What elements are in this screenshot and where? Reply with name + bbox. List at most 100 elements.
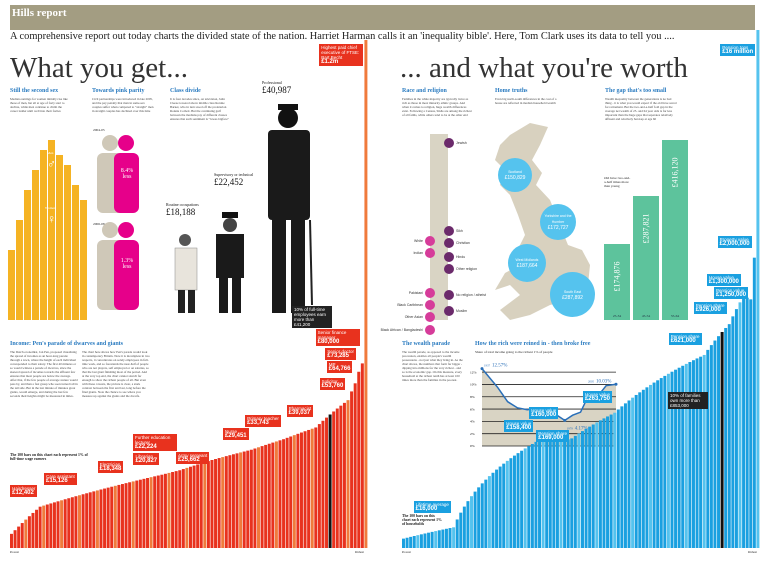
wealth-parade-body: The wealth parade, as opposed to the inc… bbox=[402, 350, 463, 382]
right-title: ... and what you're worth bbox=[400, 52, 688, 84]
parade-annotation: Army sergeant £25,662 bbox=[176, 451, 210, 464]
parade-bar bbox=[649, 384, 652, 548]
parade-annotation: Solicitor £53,760 bbox=[319, 378, 346, 391]
parade-bar bbox=[613, 412, 617, 548]
parade-bar bbox=[85, 493, 89, 548]
parade-bar bbox=[598, 420, 602, 548]
parade-bar bbox=[452, 527, 456, 548]
parade-bar bbox=[149, 477, 153, 548]
generation-bar-age: 25-34 bbox=[612, 314, 622, 318]
data-point bbox=[563, 418, 567, 422]
parade-annotation: Pension tops £16 million bbox=[720, 44, 756, 56]
parade-bar bbox=[196, 464, 200, 548]
men-pay-bar bbox=[24, 190, 31, 320]
parade-bar bbox=[199, 463, 203, 548]
data-label: 12.57% bbox=[492, 364, 507, 369]
parade-bar bbox=[634, 394, 638, 548]
generation-bar: £174,876 25-34 bbox=[604, 244, 630, 320]
parade-annotation: Hairdresser £12,402 bbox=[10, 484, 38, 497]
parade-annotation: Care assistant £15,126 bbox=[44, 473, 77, 486]
parade-bar bbox=[124, 483, 128, 548]
parade-bar bbox=[541, 441, 545, 548]
parade-bar bbox=[702, 354, 706, 548]
parade-bar bbox=[419, 534, 423, 548]
parade-bar bbox=[103, 488, 107, 548]
annotation-label: Property value bbox=[719, 236, 749, 242]
parade-bar bbox=[217, 458, 221, 548]
parade-bar bbox=[131, 481, 135, 548]
annotation-label: House value bbox=[708, 275, 734, 280]
parade-heading: Income: Pen's parade of dwarves and gian… bbox=[10, 341, 124, 347]
parade-bar bbox=[171, 472, 175, 548]
parade-bar bbox=[527, 446, 531, 548]
parade-bar bbox=[78, 495, 81, 548]
parade-bar bbox=[717, 336, 721, 548]
parade-bar bbox=[342, 402, 346, 548]
parade-bar bbox=[156, 475, 160, 548]
annotation-label: Pension share bbox=[670, 333, 700, 339]
men-pay-bar bbox=[32, 170, 39, 320]
parade-annotation: Pension share £621,000 bbox=[668, 332, 702, 345]
gender-pay-chart bbox=[8, 140, 87, 320]
annotation-value: £263,750 bbox=[584, 395, 610, 402]
annotation-value: £1.2m bbox=[321, 59, 339, 65]
parade-annotation: Senior doctor £73,285 bbox=[325, 347, 357, 360]
parade-bar bbox=[38, 506, 42, 548]
parade-bar bbox=[559, 441, 563, 548]
period-label: 2004-05 bbox=[93, 128, 105, 132]
data-point bbox=[480, 367, 484, 371]
parade-bar bbox=[523, 448, 527, 548]
axis-richest: Richest bbox=[748, 550, 757, 554]
annotation-label: Electrician bbox=[99, 462, 121, 468]
person-routine: Routine occupations £18,188 bbox=[166, 202, 199, 217]
parade-bar bbox=[581, 431, 584, 548]
parade-bar bbox=[357, 371, 361, 548]
axis-poorest: Poorest bbox=[10, 550, 19, 554]
parade-bar bbox=[360, 363, 364, 548]
religion-dot bbox=[444, 264, 454, 274]
parade-annotation: Highest paid chief executive of FTSE: Ba… bbox=[319, 44, 364, 66]
parade-bar bbox=[13, 530, 17, 548]
annotation-label: Pension share bbox=[695, 303, 725, 309]
region-yorkshire: Yorkshire and the Humber £172,727 bbox=[540, 204, 576, 240]
parade-bar bbox=[444, 528, 448, 548]
second-sex-heading: Still the second sex bbox=[10, 88, 59, 94]
parade-bar bbox=[192, 465, 196, 548]
parade-bar bbox=[695, 358, 699, 548]
parade-annotation: House value £263,750 bbox=[582, 390, 612, 403]
parade-annotation: House value £1,300,000 bbox=[706, 274, 741, 286]
parade-bar bbox=[645, 387, 649, 548]
generation-bar-chart: £174,876 25-34 £287,821 45-54 £416,120 55-64 bbox=[604, 140, 688, 320]
pink-parity-body: Civil partnerships were introduced in la… bbox=[92, 97, 154, 113]
parade-bar bbox=[534, 441, 538, 548]
parade-bar bbox=[563, 440, 567, 548]
parade-bar bbox=[505, 460, 509, 548]
parade-bar bbox=[228, 455, 232, 548]
parade-bar bbox=[734, 309, 738, 548]
y-tick-label: 10% bbox=[470, 383, 477, 387]
parade-annotation: House value £160,000 bbox=[529, 407, 559, 420]
parade-bar bbox=[307, 429, 311, 548]
parade-bar bbox=[670, 371, 674, 548]
religion-label: Hindu bbox=[456, 255, 466, 259]
parade-bar bbox=[142, 478, 146, 548]
race-scale bbox=[430, 134, 448, 320]
region-south-east: South East £287,892 bbox=[550, 272, 595, 317]
person-professional: Professional £40,987 bbox=[262, 80, 292, 95]
parade-bar bbox=[271, 442, 275, 548]
parade-note: The 100 bars on this chart each represen… bbox=[10, 453, 88, 461]
parade-bar bbox=[606, 416, 610, 548]
parade-bar bbox=[434, 531, 438, 548]
parade-bar bbox=[285, 437, 289, 548]
parade-bar bbox=[674, 369, 678, 548]
parade-bar bbox=[224, 456, 228, 548]
parade-bar bbox=[477, 487, 481, 548]
men-label: Men bbox=[47, 151, 54, 155]
parade-bar bbox=[289, 436, 293, 548]
data-label: 4.17% bbox=[575, 426, 588, 431]
parade-bar bbox=[727, 324, 731, 548]
parade-bar bbox=[699, 356, 703, 548]
gap-annotation: Old have two-and-a-half times more than … bbox=[604, 176, 631, 188]
parade-annotation: Pension value £1,250,000 bbox=[714, 287, 749, 300]
ethnic-group-label: Black African / Bangladeshi bbox=[380, 328, 423, 332]
